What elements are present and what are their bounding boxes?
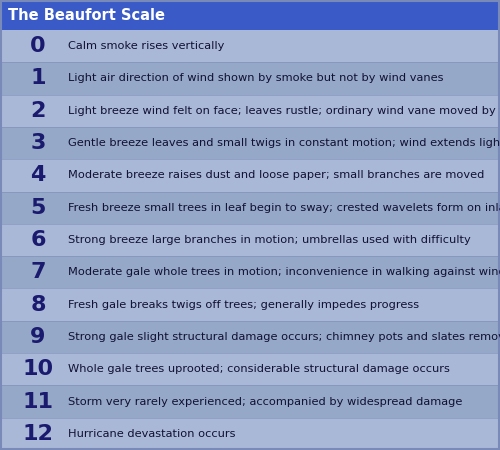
Text: 8: 8 [30,295,46,315]
Text: 4: 4 [30,166,46,185]
Text: Light air direction of wind shown by smoke but not by wind vanes: Light air direction of wind shown by smo… [68,73,444,83]
Text: The Beaufort Scale: The Beaufort Scale [8,8,165,22]
Text: 0: 0 [30,36,46,56]
Text: 11: 11 [22,392,54,412]
Bar [0,256,500,288]
Text: 9: 9 [30,327,46,347]
Text: Moderate breeze raises dust and loose paper; small branches are moved: Moderate breeze raises dust and loose pa… [68,171,484,180]
Bar [0,30,500,62]
Bar [0,127,500,159]
Text: 12: 12 [22,424,54,444]
Text: Strong gale slight structural damage occurs; chimney pots and slates removed: Strong gale slight structural damage occ… [68,332,500,342]
Text: Hurricane devastation occurs: Hurricane devastation occurs [68,429,235,439]
Text: 10: 10 [22,359,54,379]
Text: 6: 6 [30,230,46,250]
Bar [0,159,500,192]
Text: Whole gale trees uprooted; considerable structural damage occurs: Whole gale trees uprooted; considerable … [68,364,450,374]
Text: 7: 7 [30,262,46,282]
Text: Fresh gale breaks twigs off trees; generally impedes progress: Fresh gale breaks twigs off trees; gener… [68,300,419,310]
Bar [0,224,500,256]
Bar [0,353,500,385]
Bar [0,192,500,224]
Text: Fresh breeze small trees in leaf begin to sway; crested wavelets form on inland : Fresh breeze small trees in leaf begin t… [68,202,500,213]
Bar [0,62,500,94]
Bar [0,288,500,321]
Text: Strong breeze large branches in motion; umbrellas used with difficulty: Strong breeze large branches in motion; … [68,235,471,245]
Bar [0,0,500,30]
Text: 2: 2 [30,101,46,121]
Text: Calm smoke rises vertically: Calm smoke rises vertically [68,41,224,51]
Bar [0,418,500,450]
Text: Gentle breeze leaves and small twigs in constant motion; wind extends light flag: Gentle breeze leaves and small twigs in … [68,138,500,148]
Text: Light breeze wind felt on face; leaves rustle; ordinary wind vane moved by wind: Light breeze wind felt on face; leaves r… [68,106,500,116]
Text: 3: 3 [30,133,46,153]
Text: Moderate gale whole trees in motion; inconvenience in walking against wind: Moderate gale whole trees in motion; inc… [68,267,500,277]
Text: Storm very rarely experienced; accompanied by widespread damage: Storm very rarely experienced; accompani… [68,396,462,406]
Bar [0,321,500,353]
Bar [0,94,500,127]
Text: 1: 1 [30,68,46,89]
Bar [0,385,500,418]
Text: 5: 5 [30,198,46,218]
